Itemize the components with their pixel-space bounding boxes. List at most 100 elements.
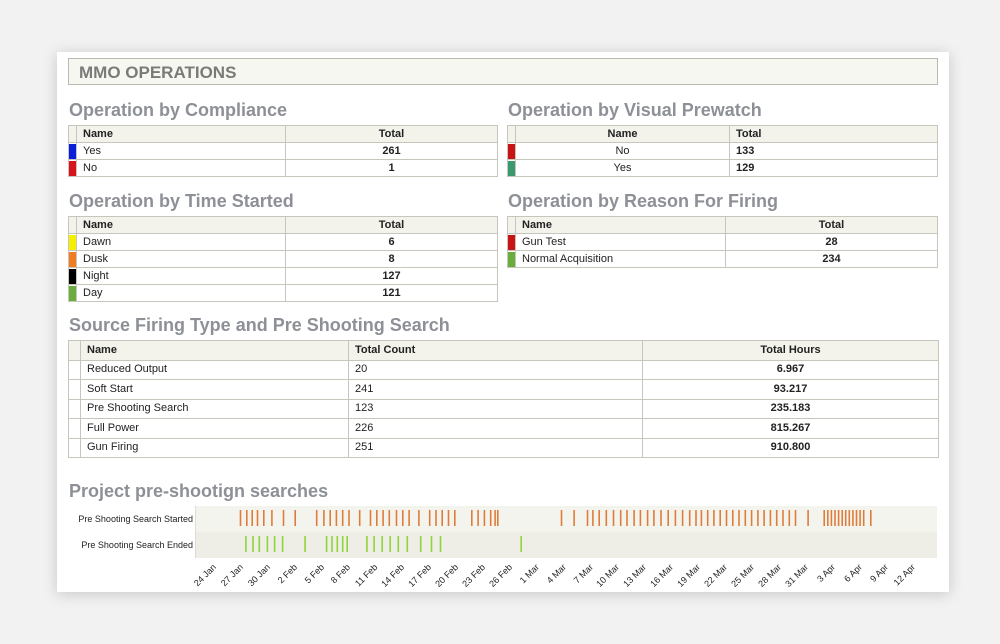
search-started-mark[interactable] bbox=[592, 510, 594, 526]
search-started-mark[interactable] bbox=[418, 510, 420, 526]
search-ended-mark[interactable] bbox=[258, 536, 261, 552]
search-ended-mark[interactable] bbox=[346, 536, 348, 552]
total-column-header[interactable]: Total bbox=[729, 125, 938, 143]
search-ended-mark[interactable] bbox=[381, 536, 383, 552]
search-ended-mark[interactable] bbox=[341, 536, 344, 552]
search-started-mark[interactable] bbox=[598, 510, 600, 526]
search-ended-mark[interactable] bbox=[304, 536, 306, 552]
search-started-mark[interactable] bbox=[612, 510, 615, 526]
search-ended-mark[interactable] bbox=[439, 536, 442, 552]
search-started-mark[interactable] bbox=[335, 510, 338, 526]
search-started-mark[interactable] bbox=[855, 510, 858, 526]
search-started-mark[interactable] bbox=[376, 510, 378, 526]
search-started-mark[interactable] bbox=[859, 510, 861, 526]
search-ended-mark[interactable] bbox=[397, 536, 400, 552]
search-started-mark[interactable] bbox=[358, 510, 361, 526]
search-started-mark[interactable] bbox=[738, 510, 740, 526]
search-started-mark[interactable] bbox=[706, 510, 709, 526]
search-started-mark[interactable] bbox=[870, 510, 872, 526]
search-started-mark[interactable] bbox=[246, 510, 248, 526]
search-started-mark[interactable] bbox=[674, 510, 677, 526]
search-started-mark[interactable] bbox=[725, 510, 728, 526]
total-column-header[interactable]: Total bbox=[285, 216, 498, 234]
search-started-mark[interactable] bbox=[775, 510, 778, 526]
table-row[interactable]: Yes 261 bbox=[68, 142, 498, 160]
search-started-mark[interactable] bbox=[633, 510, 635, 526]
search-started-mark[interactable] bbox=[713, 510, 715, 526]
search-started-mark[interactable] bbox=[256, 510, 259, 526]
search-ended-mark[interactable] bbox=[281, 536, 284, 552]
search-started-mark[interactable] bbox=[271, 510, 273, 526]
search-started-mark[interactable] bbox=[282, 510, 285, 526]
search-started-mark[interactable] bbox=[763, 510, 765, 526]
search-started-mark[interactable] bbox=[388, 510, 391, 526]
search-started-mark[interactable] bbox=[447, 510, 450, 526]
table-row[interactable]: Gun Test 28 bbox=[507, 233, 938, 251]
search-started-mark[interactable] bbox=[573, 510, 575, 526]
table-row[interactable]: Normal Acquisition 234 bbox=[507, 250, 938, 268]
search-ended-mark[interactable] bbox=[389, 536, 391, 552]
search-ended-mark[interactable] bbox=[406, 536, 409, 552]
search-started-mark[interactable] bbox=[489, 510, 492, 526]
search-started-mark[interactable] bbox=[483, 510, 486, 526]
search-started-mark[interactable] bbox=[477, 510, 479, 526]
search-started-mark[interactable] bbox=[750, 510, 753, 526]
table-row[interactable]: Soft Start 241 93.217 bbox=[68, 379, 939, 400]
search-started-mark[interactable] bbox=[435, 510, 437, 526]
search-started-mark[interactable] bbox=[823, 510, 825, 526]
search-ended-mark[interactable] bbox=[266, 536, 269, 552]
name-column-header[interactable]: Name bbox=[76, 216, 286, 234]
search-started-mark[interactable] bbox=[794, 510, 797, 526]
search-started-mark[interactable] bbox=[239, 510, 242, 526]
search-ended-mark[interactable] bbox=[336, 536, 339, 552]
table-row[interactable]: Pre Shooting Search 123 235.183 bbox=[68, 398, 939, 419]
search-started-mark[interactable] bbox=[605, 510, 608, 526]
search-started-mark[interactable] bbox=[471, 510, 473, 526]
search-ended-mark[interactable] bbox=[252, 536, 254, 552]
search-started-mark[interactable] bbox=[294, 510, 296, 526]
search-started-mark[interactable] bbox=[263, 510, 265, 526]
search-started-mark[interactable] bbox=[329, 510, 331, 526]
total-column-header[interactable]: Total bbox=[285, 125, 498, 143]
search-started-mark[interactable] bbox=[586, 510, 589, 526]
search-started-mark[interactable] bbox=[782, 510, 784, 526]
search-ended-mark[interactable] bbox=[245, 536, 247, 552]
search-started-mark[interactable] bbox=[408, 510, 410, 526]
search-started-mark[interactable] bbox=[382, 510, 384, 526]
search-started-mark[interactable] bbox=[688, 510, 691, 526]
search-started-mark[interactable] bbox=[619, 510, 622, 526]
table-row[interactable]: Dawn 6 bbox=[68, 233, 498, 251]
search-started-mark[interactable] bbox=[700, 510, 703, 526]
name-column-header[interactable]: Name bbox=[515, 216, 726, 234]
search-started-mark[interactable] bbox=[341, 510, 344, 526]
search-ended-mark[interactable] bbox=[373, 536, 375, 552]
table-row[interactable]: Yes 129 bbox=[507, 159, 938, 177]
search-started-mark[interactable] bbox=[646, 510, 649, 526]
table-row[interactable]: Full Power 226 815.267 bbox=[68, 418, 939, 439]
name-column-header[interactable]: Name bbox=[80, 340, 349, 361]
search-ended-mark[interactable] bbox=[430, 536, 433, 552]
table-row[interactable]: Night 127 bbox=[68, 267, 498, 285]
search-ended-mark[interactable] bbox=[273, 536, 276, 552]
table-row[interactable]: No 133 bbox=[507, 142, 938, 160]
search-started-mark[interactable] bbox=[862, 510, 865, 526]
search-started-mark[interactable] bbox=[848, 510, 851, 526]
search-started-mark[interactable] bbox=[454, 510, 456, 526]
search-started-mark[interactable] bbox=[395, 510, 398, 526]
search-started-mark[interactable] bbox=[369, 510, 372, 526]
total-column-header[interactable]: Total bbox=[725, 216, 938, 234]
search-started-mark[interactable] bbox=[834, 510, 836, 526]
search-started-mark[interactable] bbox=[441, 510, 443, 526]
name-column-header[interactable]: Name bbox=[515, 125, 730, 143]
table-row[interactable]: No 1 bbox=[68, 159, 498, 177]
count-column-header[interactable]: Total Count bbox=[348, 340, 643, 361]
search-started-mark[interactable] bbox=[827, 510, 829, 526]
search-ended-mark[interactable] bbox=[331, 536, 333, 552]
search-started-mark[interactable] bbox=[494, 510, 496, 526]
search-ended-mark[interactable] bbox=[520, 536, 522, 552]
search-ended-mark[interactable] bbox=[325, 536, 328, 552]
search-started-mark[interactable] bbox=[844, 510, 847, 526]
search-started-mark[interactable] bbox=[830, 510, 833, 526]
search-started-mark[interactable] bbox=[497, 510, 499, 526]
search-started-mark[interactable] bbox=[251, 510, 253, 526]
